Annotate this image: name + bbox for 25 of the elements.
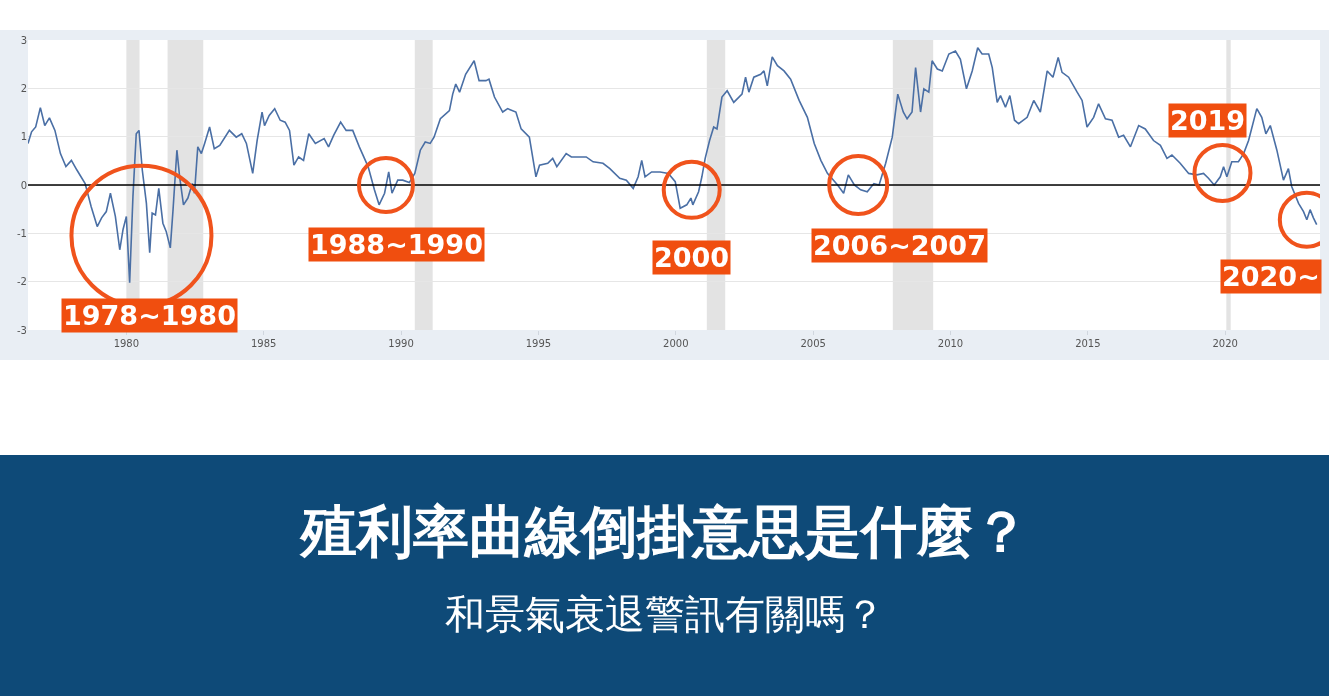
y-tick-label: 0 xyxy=(20,179,27,191)
x-tick-label: 2010 xyxy=(937,338,964,349)
annotation: 2000 xyxy=(654,242,730,273)
annotation: 1978~1980 xyxy=(63,300,236,331)
x-tick-label: 1980 xyxy=(113,338,140,349)
x-tick-label: 1990 xyxy=(388,338,414,349)
y-tick-label: -2 xyxy=(17,276,27,288)
x-tick-label: 2005 xyxy=(800,338,826,349)
text: 殖利率曲線倒掛意思是什麼？ xyxy=(298,498,1030,566)
y-tick-label: -1 xyxy=(17,227,27,239)
y-tick-label: -3 xyxy=(17,324,27,336)
annotation: 2019 xyxy=(1170,105,1246,136)
annotation: 2020~ xyxy=(1222,261,1320,292)
x-tick-label: 1985 xyxy=(250,338,277,349)
y-tick-label: 1 xyxy=(20,131,27,143)
annotation: 1988~1990 xyxy=(310,229,483,260)
line-series xyxy=(28,46,1318,284)
text: 和景氣衰退警訊有關嗎？ xyxy=(443,590,886,639)
x-tick-label: 1995 xyxy=(525,338,552,349)
y-tick-label: 3 xyxy=(20,34,27,46)
y-tick-label: 2 xyxy=(20,82,27,94)
annotation: 2006~2007 xyxy=(813,230,986,261)
x-tick-label: 2020 xyxy=(1212,338,1238,349)
x-tick-label: 2000 xyxy=(663,338,689,349)
x-tick-label: 2015 xyxy=(1075,338,1101,349)
